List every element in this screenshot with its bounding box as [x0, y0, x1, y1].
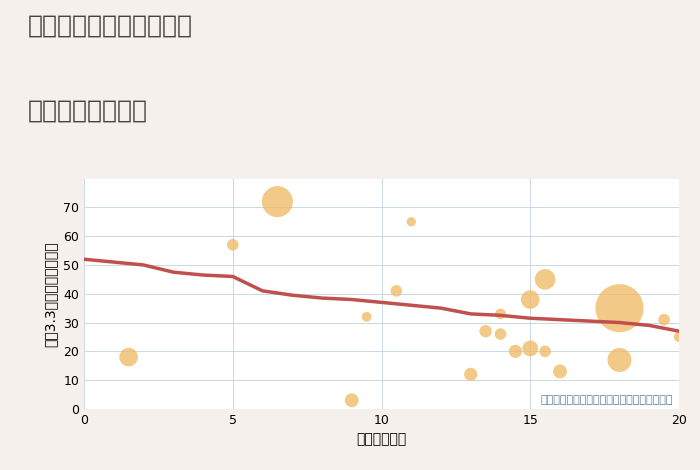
Point [227, 241, 238, 249]
Point [495, 310, 506, 318]
Point [525, 345, 536, 352]
Point [540, 275, 551, 283]
Point [659, 316, 670, 323]
Point [480, 328, 491, 335]
Point [495, 330, 506, 338]
Point [272, 198, 283, 205]
Point [525, 296, 536, 303]
Point [391, 287, 402, 295]
Point [554, 368, 566, 375]
Point [465, 370, 476, 378]
Point [510, 348, 521, 355]
Point [406, 218, 417, 226]
X-axis label: 駅距離（分）: 駅距離（分） [356, 432, 407, 446]
Point [614, 305, 625, 312]
Point [123, 353, 134, 361]
Text: 駅距離別土地価格: 駅距離別土地価格 [28, 99, 148, 123]
Point [361, 313, 372, 321]
Point [673, 333, 685, 341]
Point [614, 356, 625, 364]
Y-axis label: 坪（3.3㎡）単価（万円）: 坪（3.3㎡）単価（万円） [43, 241, 57, 346]
Point [540, 348, 551, 355]
Text: 奈良県奈良市藤ノ木台の: 奈良県奈良市藤ノ木台の [28, 14, 193, 38]
Point [346, 397, 357, 404]
Text: 円の大きさは、取引のあった物件面積を示す: 円の大きさは、取引のあった物件面積を示す [540, 395, 673, 405]
